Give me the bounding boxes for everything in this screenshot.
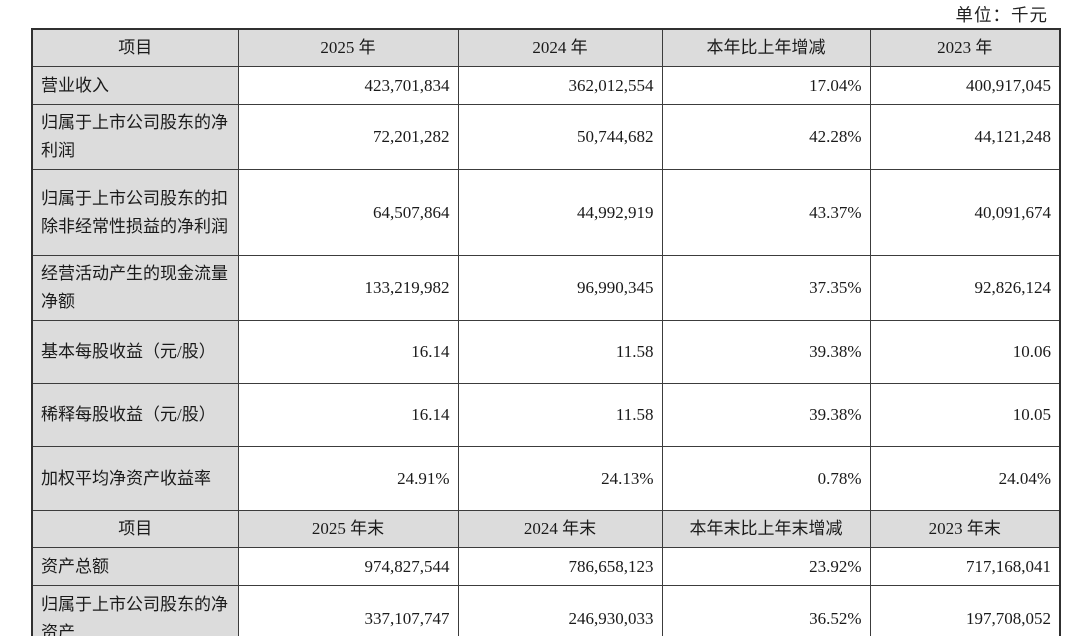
cell-value-change: 17.04% bbox=[661, 66, 871, 105]
cell-value-2025: 16.14 bbox=[237, 320, 459, 384]
cell-value-2025: 423,701,834 bbox=[237, 66, 459, 105]
cell-value-2023: 400,917,045 bbox=[869, 66, 1061, 105]
cell-value-2024: 362,012,554 bbox=[457, 66, 663, 105]
financial-summary-table: 项目 2025 年 2024 年 本年比上年增减 2023 年 营业收入 423… bbox=[31, 28, 1061, 636]
row-item-label: 加权平均净资产收益率 bbox=[31, 446, 239, 511]
table-header-annual: 项目 2025 年 2024 年 本年比上年增减 2023 年 bbox=[31, 28, 1061, 67]
table-row-weighted-avg-roe: 加权平均净资产收益率 24.91% 24.13% 0.78% 24.04% bbox=[31, 446, 1061, 511]
cell-value-2024: 11.58 bbox=[457, 383, 663, 447]
cell-value-2025: 974,827,544 bbox=[237, 547, 459, 586]
cell-value-2024: 96,990,345 bbox=[457, 255, 663, 321]
row-item-label: 经营活动产生的现金流量净额 bbox=[31, 255, 239, 321]
cell-value-2025: 16.14 bbox=[237, 383, 459, 447]
table-row-total-assets: 资产总额 974,827,544 786,658,123 23.92% 717,… bbox=[31, 547, 1061, 586]
header-cell-2024: 2024 年 bbox=[457, 28, 663, 67]
cell-value-2023: 10.06 bbox=[869, 320, 1061, 384]
header-cell-2025-end: 2025 年末 bbox=[237, 510, 459, 548]
row-item-label: 资产总额 bbox=[31, 547, 239, 586]
header-cell-2023-end: 2023 年末 bbox=[869, 510, 1061, 548]
cell-value-2023: 717,168,041 bbox=[869, 547, 1061, 586]
cell-value-2024: 44,992,919 bbox=[457, 169, 663, 256]
cell-value-change: 42.28% bbox=[661, 104, 871, 170]
cell-value-change: 43.37% bbox=[661, 169, 871, 256]
cell-value-2025: 337,107,747 bbox=[237, 585, 459, 636]
cell-value-2024: 24.13% bbox=[457, 446, 663, 511]
row-item-label: 归属于上市公司股东的净利润 bbox=[31, 104, 239, 170]
header-cell-change: 本年比上年增减 bbox=[661, 28, 871, 67]
cell-value-2023: 24.04% bbox=[869, 446, 1061, 511]
header-cell-2023: 2023 年 bbox=[869, 28, 1061, 67]
cell-value-2024: 246,930,033 bbox=[457, 585, 663, 636]
unit-label: 单位：千元 bbox=[955, 5, 1048, 25]
table-row-net-assets-attributable: 归属于上市公司股东的净资产 337,107,747 246,930,033 36… bbox=[31, 585, 1061, 636]
cell-value-2025: 64,507,864 bbox=[237, 169, 459, 256]
cell-value-change: 0.78% bbox=[661, 446, 871, 511]
cell-value-2025: 24.91% bbox=[237, 446, 459, 511]
table-row-operating-revenue: 营业收入 423,701,834 362,012,554 17.04% 400,… bbox=[31, 66, 1061, 105]
table-header-year-end: 项目 2025 年末 2024 年末 本年末比上年末增减 2023 年末 bbox=[31, 510, 1061, 548]
row-item-label: 营业收入 bbox=[31, 66, 239, 105]
row-item-label: 稀释每股收益（元/股） bbox=[31, 383, 239, 447]
header-cell-2025: 2025 年 bbox=[237, 28, 459, 67]
cell-value-2024: 11.58 bbox=[457, 320, 663, 384]
cell-value-2025: 133,219,982 bbox=[237, 255, 459, 321]
table-row-diluted-eps: 稀释每股收益（元/股） 16.14 11.58 39.38% 10.05 bbox=[31, 383, 1061, 447]
cell-value-change: 39.38% bbox=[661, 320, 871, 384]
row-item-label: 基本每股收益（元/股） bbox=[31, 320, 239, 384]
table-row-net-profit-excl-nonrecurring: 归属于上市公司股东的扣除非经常性损益的净利润 64,507,864 44,992… bbox=[31, 169, 1061, 256]
row-item-label: 归属于上市公司股东的净资产 bbox=[31, 585, 239, 636]
cell-value-2023: 44,121,248 bbox=[869, 104, 1061, 170]
cell-value-2024: 786,658,123 bbox=[457, 547, 663, 586]
table-row-net-profit-attributable: 归属于上市公司股东的净利润 72,201,282 50,744,682 42.2… bbox=[31, 104, 1061, 170]
cell-value-change: 37.35% bbox=[661, 255, 871, 321]
table-row-basic-eps: 基本每股收益（元/股） 16.14 11.58 39.38% 10.06 bbox=[31, 320, 1061, 384]
cell-value-change: 23.92% bbox=[661, 547, 871, 586]
header-cell-item: 项目 bbox=[31, 28, 239, 67]
cell-value-2023: 10.05 bbox=[869, 383, 1061, 447]
cell-value-2023: 92,826,124 bbox=[869, 255, 1061, 321]
cell-value-change: 39.38% bbox=[661, 383, 871, 447]
header-cell-change-end: 本年末比上年末增减 bbox=[661, 510, 871, 548]
row-item-label: 归属于上市公司股东的扣除非经常性损益的净利润 bbox=[31, 169, 239, 256]
header-cell-2024-end: 2024 年末 bbox=[457, 510, 663, 548]
header-cell-item: 项目 bbox=[31, 510, 239, 548]
cell-value-2025: 72,201,282 bbox=[237, 104, 459, 170]
cell-value-2023: 40,091,674 bbox=[869, 169, 1061, 256]
table-row-operating-cash-flow: 经营活动产生的现金流量净额 133,219,982 96,990,345 37.… bbox=[31, 255, 1061, 321]
cell-value-2023: 197,708,052 bbox=[869, 585, 1061, 636]
cell-value-2024: 50,744,682 bbox=[457, 104, 663, 170]
cell-value-change: 36.52% bbox=[661, 585, 871, 636]
